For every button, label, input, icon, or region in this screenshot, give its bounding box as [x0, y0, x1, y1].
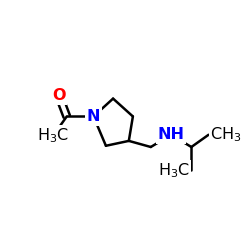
Text: $\mathregular{H_3C}$: $\mathregular{H_3C}$: [37, 127, 69, 145]
Text: NH: NH: [158, 127, 184, 142]
Text: $\mathregular{CH_3}$: $\mathregular{CH_3}$: [210, 126, 241, 144]
Text: N: N: [87, 109, 100, 124]
Text: O: O: [52, 88, 66, 103]
Text: $\mathregular{H_3C}$: $\mathregular{H_3C}$: [158, 161, 190, 180]
